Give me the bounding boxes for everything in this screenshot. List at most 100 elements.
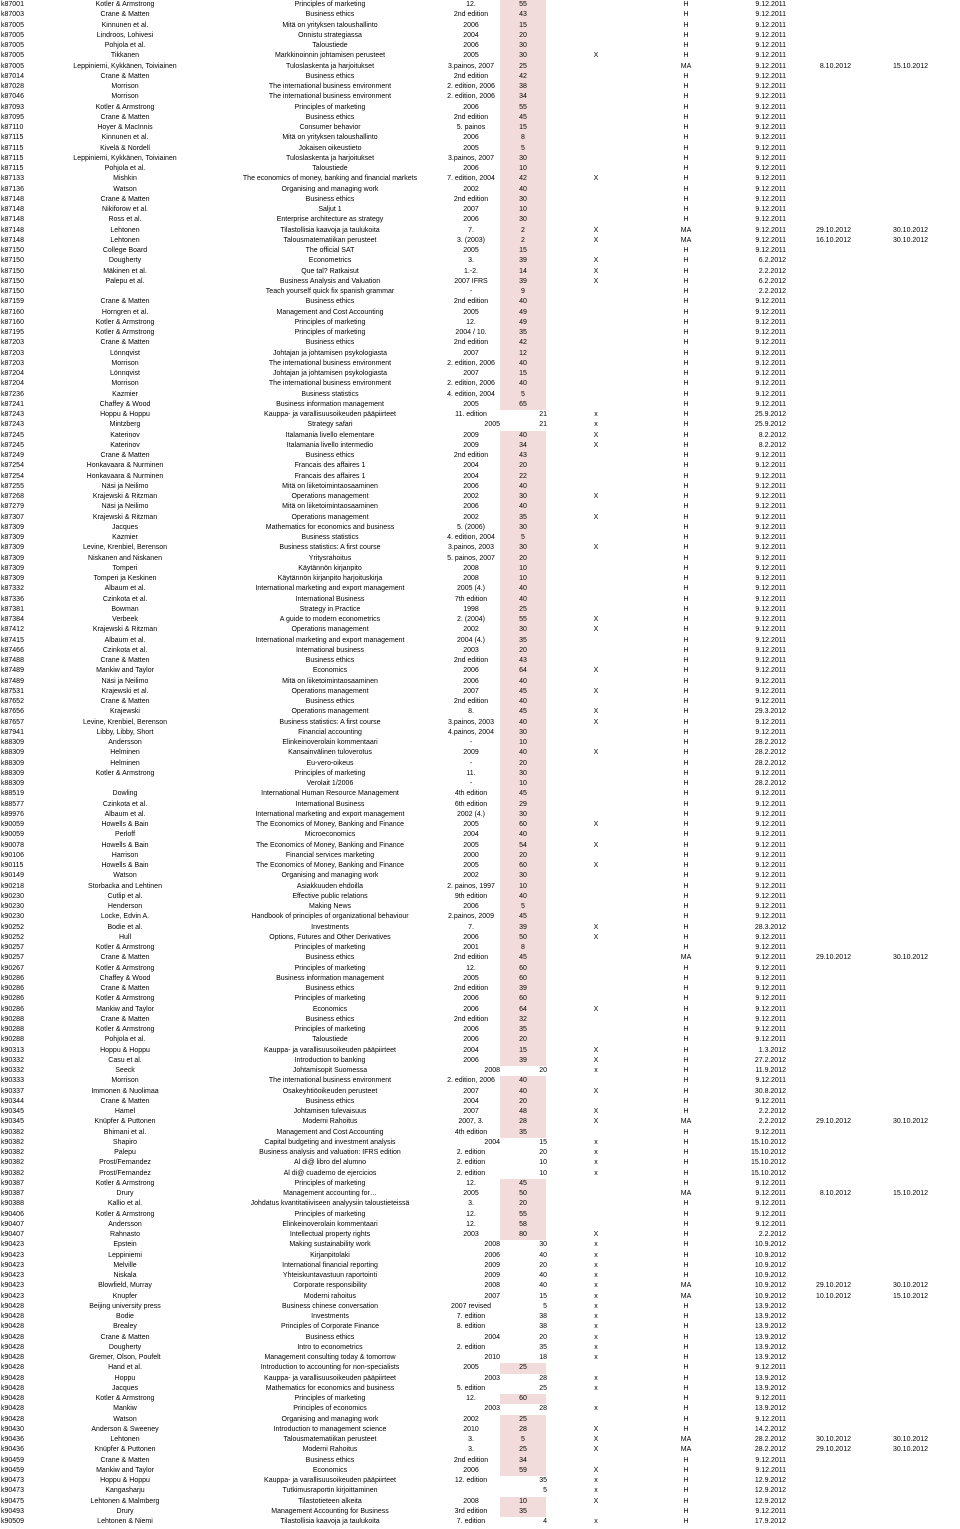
table-row: k87148 Ross et al. Enterprise architecture… xyxy=(0,215,960,226)
cell-code: k90059 xyxy=(1,821,24,828)
cell-title: The international business environment xyxy=(268,359,392,367)
cell-date: 9.12.2011 xyxy=(755,1466,786,1474)
cell-type: H xyxy=(683,93,689,101)
cell-date3 xyxy=(872,1486,928,1496)
cell-edition: 2008 xyxy=(484,1282,500,1290)
table-row: k90230 Henderson Making News 2006 5 H 9.12.201… xyxy=(0,902,960,913)
cell-type: H xyxy=(683,616,689,623)
cell-x: x xyxy=(594,1292,598,1300)
cell-date: 12.9.2012 xyxy=(754,1477,786,1484)
cell-title: Taloustiede xyxy=(312,165,348,172)
cell-author: Hoppu & Hoppu xyxy=(100,1477,150,1484)
cell-type: H xyxy=(683,1384,689,1392)
cell-x xyxy=(586,533,606,543)
cell-author: Andersson xyxy=(108,1220,142,1228)
cell-author: Mintzberg xyxy=(109,421,141,429)
cell-type: H xyxy=(683,1,689,8)
table-row: k87095 Crane & Matten Business ethics 2nd e… xyxy=(0,112,960,123)
cell-author: Levine, Krenbiel, Berenson xyxy=(82,718,168,726)
cell-type: H xyxy=(683,1425,689,1433)
cell-title: Italamania livello intermedio xyxy=(286,441,374,449)
cell-date: 8.2.2012 xyxy=(758,431,786,439)
table-row: k90423 Leppiniemi Kirjanpitolaki 2006 40 x H 10… xyxy=(0,1251,960,1261)
cell-date2 xyxy=(798,513,851,523)
cell-date2 xyxy=(798,277,851,287)
cell-title: Business ethics xyxy=(305,452,355,459)
cell-date: 9.12.2011 xyxy=(755,1456,786,1464)
cell-type: H xyxy=(683,339,689,347)
cell-type: H xyxy=(683,667,689,675)
cell-qty: 39 xyxy=(500,922,546,933)
table-row: k87148 Nikiforow et al. Saljut 1 2007 10 H 9.1… xyxy=(0,205,960,216)
cell-author: Crane & Matten xyxy=(100,298,150,306)
cell-title: Business information management xyxy=(276,400,384,408)
cell-date3 xyxy=(872,359,928,369)
cell-author: Katerinov xyxy=(110,431,140,439)
cell-x xyxy=(586,646,606,656)
cell-date: 9.12.2011 xyxy=(755,1036,786,1044)
cell-date3 xyxy=(872,154,928,164)
cell-type: H xyxy=(683,1015,689,1023)
cell-x xyxy=(586,1179,606,1189)
cell-title: Verolait 1/2006 xyxy=(306,780,354,787)
cell-title: Principles of marketing xyxy=(294,1026,366,1033)
cell-date2 xyxy=(798,584,851,594)
cell-code: k90387 xyxy=(1,1179,24,1187)
cell-code: k87236 xyxy=(1,390,24,398)
cell-edition: 4th edition xyxy=(454,1128,488,1136)
table-row: k87243 Mintzberg Strategy safari 2005 21 x H 25… xyxy=(0,420,960,430)
cell-qty: 30 xyxy=(500,153,546,164)
cell-date: 9.12.2011 xyxy=(755,728,786,736)
cell-author: Epstein xyxy=(113,1241,137,1249)
cell-qty: 60 xyxy=(500,963,546,974)
cell-x xyxy=(586,584,606,594)
cell-edition: 2002 xyxy=(463,1415,479,1423)
cell-date: 9.12.2011 xyxy=(755,124,786,131)
cell-date: 9.12.2011 xyxy=(755,636,786,644)
cell-title: Mathematics for economics and business xyxy=(265,1384,395,1392)
cell-code: k87115 xyxy=(1,154,24,162)
cell-qty: 40 xyxy=(539,1272,547,1279)
cell-title: Economics xyxy=(312,1466,348,1474)
cell-type: H xyxy=(683,1036,689,1044)
cell-title: Effective public relations xyxy=(292,892,368,900)
cell-edition: 2nd edition xyxy=(453,339,489,347)
cell-type: MA xyxy=(680,226,692,234)
cell-type: H xyxy=(683,124,689,131)
cell-x: X xyxy=(593,687,599,695)
cell-date3 xyxy=(872,215,928,225)
cell-x: X xyxy=(593,52,599,60)
cell-edition: 2002 xyxy=(463,626,479,634)
cell-qty: 25 xyxy=(500,1363,546,1374)
cell-type: MA xyxy=(680,62,692,70)
cell-x: X xyxy=(593,493,599,500)
cell-title: The international business environment xyxy=(268,1077,392,1085)
cell-qty: 25 xyxy=(500,61,546,72)
cell-x xyxy=(586,953,606,963)
cell-date: 12.9.2012 xyxy=(754,1487,786,1495)
cell-date3 xyxy=(872,369,928,379)
cell-qty: 40 xyxy=(500,297,546,308)
cell-date2: 8.10.2012 xyxy=(819,1190,851,1197)
cell-date: 2.2.2012 xyxy=(758,1118,786,1126)
cell-type: H xyxy=(683,277,689,285)
cell-code: k90345 xyxy=(1,1108,24,1115)
cell-type: H xyxy=(683,1456,689,1464)
cell-author: Drury xyxy=(116,1507,134,1515)
cell-qty: 39 xyxy=(500,984,546,995)
cell-date2 xyxy=(798,256,851,266)
cell-type: H xyxy=(683,841,689,849)
cell-date3 xyxy=(872,1374,928,1384)
cell-code: k90382 xyxy=(1,1149,24,1156)
cell-code: k90230 xyxy=(1,892,24,900)
cell-x xyxy=(586,0,606,10)
cell-date2 xyxy=(798,543,851,553)
cell-title: Mitä on liiketoimintaosaaminen xyxy=(282,677,378,685)
cell-date3 xyxy=(872,769,928,779)
cell-qty: 25 xyxy=(539,1384,547,1392)
table-row: k87307 Krajewski & Ritzman Operations mana… xyxy=(0,512,960,523)
cell-author: Crane & Matten xyxy=(100,72,150,80)
table-row: k90423 Knupfer Moderni rahoitus 2007 15 x MA 10… xyxy=(0,1292,960,1302)
cell-x: X xyxy=(593,933,599,941)
cell-code: k87110 xyxy=(1,124,24,131)
